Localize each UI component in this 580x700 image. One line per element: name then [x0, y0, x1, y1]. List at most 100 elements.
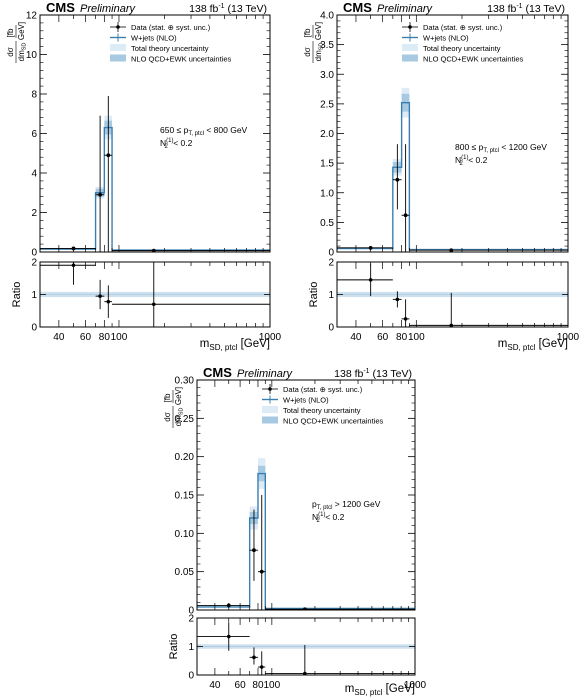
legend-data-label: Data (stat. ⊕ syst. unc.) — [131, 23, 211, 32]
y-tick-label: 2.5 — [320, 99, 334, 110]
y-tick-label: 4 — [31, 169, 37, 180]
ann-n2-main: N — [160, 138, 166, 148]
y-title-numerator: dσ — [163, 412, 172, 421]
data-point — [368, 245, 373, 250]
ann-pt-main: 800 ≤ p — [455, 142, 484, 152]
y-title-unit-num: [fb — [163, 393, 172, 402]
legend-total-unc-swatch — [402, 44, 418, 51]
x-title-sub: SD, ptcl — [354, 688, 382, 697]
y-tick-label: 0.30 — [175, 376, 195, 387]
lumi-text: 138 fb — [487, 3, 516, 15]
y-tick-label: 0 — [31, 248, 37, 259]
chart-panel-3: 0 0.05 0.10 0.15 0.20 0.25 0.30 0 1 2 40 60 80 100 100… — [163, 365, 427, 697]
main-plot-area — [197, 458, 415, 610]
ratio-point — [395, 297, 400, 302]
legend-data-label: Data (stat. ⊕ syst. unc.) — [283, 385, 363, 394]
main-plot-area — [337, 87, 568, 252]
ann-pt-end: < 800 GeV — [204, 125, 248, 135]
theory-step-line — [40, 126, 270, 251]
ann-n2-sub: 2 — [459, 161, 463, 167]
lumi-label: 138 fb-1 (13 TeV) — [487, 3, 565, 15]
ann-pt-sub: T, ptcl — [483, 148, 499, 154]
ratio-axis-title: Ratio — [11, 282, 23, 308]
ann-pt-main: p — [312, 499, 317, 509]
y-tick-label: 0.05 — [175, 567, 195, 578]
legend-nlo-unc-label: NLO QCD+EWK uncertainties — [131, 55, 231, 64]
energy-text: (13 TeV) — [370, 368, 412, 380]
ratio-y-tick-label: 0 — [328, 323, 334, 334]
energy-text: (13 TeV) — [225, 3, 267, 15]
chart-panel-2: 0 0.5 1.0 1.5 2.0 2.5 3.0 3.5 4.0 0 1 2 40 60 80 100 100… — [303, 0, 580, 352]
x-title-main: m — [498, 338, 508, 350]
ann-n2-sup: (1) — [461, 155, 468, 161]
y-title-numerator: dσ — [6, 47, 15, 56]
y-axis-title: dσ dmSD[fb GeV] — [303, 22, 325, 63]
y-tick-label: 12 — [26, 11, 38, 22]
ratio-y-tick-label: 1 — [328, 290, 334, 301]
main-plot-area — [40, 95, 270, 252]
y-title-unit-den: GeV] — [174, 387, 183, 405]
ratio-point — [226, 634, 231, 639]
legend-total-unc-swatch — [110, 44, 126, 51]
x-tick-label: 40 — [209, 680, 221, 691]
x-title-unit: [GeV] — [382, 683, 415, 695]
x-axis-title: mSD, ptcl [GeV] — [345, 683, 415, 697]
legend-nlo-unc-swatch — [262, 416, 278, 424]
x-tick-label: 100 — [264, 680, 281, 691]
annotation-pt-range: 800 ≤ pT, ptcl < 1200 GeV — [455, 142, 547, 154]
x-axis-title: mSD, ptcl [GeV] — [498, 338, 568, 352]
legend-nlo-unc-label: NLO QCD+EWK uncertainties — [283, 417, 383, 426]
ann-n2-sub: 2 — [164, 144, 168, 150]
y-title-unit-num: [fb — [6, 28, 15, 37]
data-point — [252, 548, 256, 553]
x-title-main: m — [200, 338, 210, 350]
y-tick-label: 3.0 — [320, 70, 334, 81]
y-title-den-sub: SD — [319, 43, 325, 51]
x-tick-label: 80 — [252, 680, 264, 691]
ratio-point — [106, 299, 111, 304]
preliminary-label: Preliminary — [237, 368, 294, 380]
y-title-denominator: dmSD — [314, 43, 325, 62]
lumi-sup: -1 — [516, 3, 522, 10]
y-tick-label: 10 — [26, 50, 38, 61]
x-tick-label: 60 — [377, 332, 389, 343]
cms-text: CMS — [46, 0, 75, 15]
ratio-point — [252, 655, 256, 660]
x-tick-label: 1000 — [404, 680, 427, 691]
ratio-point — [403, 317, 408, 321]
ratio-y-tick-label: 1 — [31, 290, 37, 301]
legend-data-marker — [268, 387, 272, 391]
ratio-y-tick-label: 0 — [188, 671, 194, 682]
y-tick-label: 0.15 — [175, 491, 195, 502]
legend-nlo-unc-swatch — [110, 54, 126, 62]
x-tick-label: 1000 — [259, 332, 282, 343]
legend-theory-label: W+jets (NLO) — [283, 396, 329, 405]
lumi-label: 138 fb-1 (13 TeV) — [334, 368, 412, 380]
x-title-sub: SD, ptcl — [507, 343, 535, 352]
x-title-sub: SD, ptcl — [209, 343, 237, 352]
lumi-text: 138 fb — [189, 3, 218, 15]
y-title-den-sub: SD — [179, 408, 185, 416]
annotation-pt-range: pT, ptcl > 1200 GeV — [312, 499, 381, 511]
legend-data-marker — [116, 25, 120, 29]
energy-text: (13 TeV) — [523, 3, 565, 15]
ratio-point — [449, 323, 454, 327]
y-title-unit-den: GeV] — [314, 22, 323, 40]
ratio-point — [303, 671, 307, 675]
x-tick-label: 60 — [235, 680, 247, 691]
y-title-den-main: dm — [174, 415, 183, 426]
ratio-y-tick-label: 2 — [328, 258, 334, 269]
ratio-axis-title: Ratio — [168, 634, 180, 660]
x-tick-label: 80 — [396, 332, 408, 343]
legend-data-marker — [408, 25, 412, 29]
preliminary-label: Preliminary — [377, 3, 434, 15]
data-point — [98, 192, 103, 197]
x-tick-label: 1000 — [557, 332, 580, 343]
legend-total-unc-label: Total theory uncertainty — [423, 44, 501, 53]
data-point — [106, 153, 111, 158]
ann-n2-sub: 2 — [316, 518, 320, 524]
ratio-y-tick-label: 2 — [188, 614, 194, 625]
cms-label: CMS — [343, 0, 372, 15]
y-title-den-main: dm — [314, 50, 323, 61]
